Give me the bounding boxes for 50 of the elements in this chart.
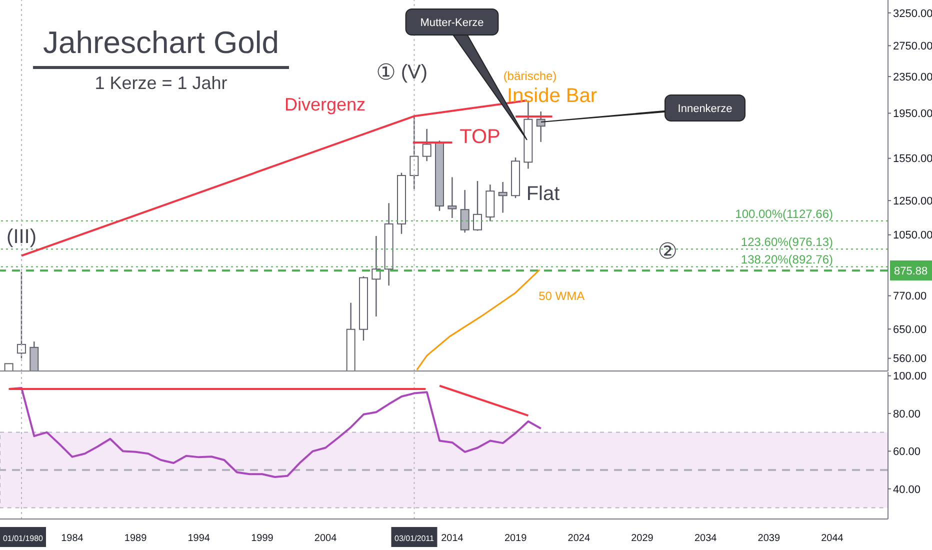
y-tick-label: 2350.00	[893, 71, 932, 84]
ref-line-label: 100.00%(1127.66)	[735, 206, 833, 221]
y-tick-label: 3250.00	[893, 8, 932, 20]
x-tick-label: 2024	[568, 533, 590, 544]
candlestick	[448, 177, 457, 218]
y-tick-label: 650.00	[893, 324, 927, 336]
x-tick-label: 2019	[504, 533, 528, 544]
y-tick-label: 100.00	[893, 370, 927, 383]
x-tick-label: 2044	[821, 533, 844, 544]
x-tick-label: 1989	[124, 533, 148, 544]
annotation: Flat	[526, 183, 560, 205]
x-tick-label: 2039	[758, 533, 780, 544]
annotation: Innenkerze	[678, 103, 732, 115]
annotation: Mutter-Kerze	[420, 17, 484, 29]
ref-line-label: 875.88	[894, 265, 928, 278]
annotation: TOP	[460, 126, 500, 148]
text: 1 Kerze = 1 Jahr	[94, 73, 228, 94]
y-tick-label: 1550.00	[893, 153, 932, 166]
annotation: (bärische)	[503, 69, 557, 84]
candlestick	[498, 182, 508, 213]
y-tick-label: 560.00	[893, 353, 927, 366]
x-tick-label: 2029	[631, 533, 654, 544]
y-tick-label: 2750.00	[893, 40, 932, 53]
y-tick-label: 1950.00	[893, 108, 932, 120]
ref-line-label: 138.20%(892.76)	[740, 252, 833, 267]
y-tick-label: 770.00	[893, 290, 927, 303]
y-tick-label: 1250.00	[893, 195, 932, 208]
x-tick-label: 1999	[251, 533, 274, 544]
y-tick-label: 80.00	[893, 408, 921, 420]
line-series	[416, 269, 540, 371]
series-label: 50 WMA	[538, 288, 585, 303]
text: Jahreschart Gold	[33, 22, 289, 69]
x-tick-label: 1984	[61, 533, 84, 544]
ref-line-label: 123.60%(976.13)	[740, 235, 833, 250]
x-tick-label: 2004	[314, 533, 338, 544]
annotation: (V)	[400, 62, 428, 84]
y-tick-label: 40.00	[893, 484, 921, 496]
candlestick	[372, 236, 381, 316]
annotation: Divergenz	[284, 94, 366, 114]
x-tick-label: 03/01/2011	[394, 534, 434, 543]
annotation: Inside Bar	[506, 85, 598, 107]
annotation: (III)	[6, 226, 37, 248]
y-tick-label: 1050.00	[893, 230, 932, 242]
x-tick-label: 1994	[188, 533, 210, 544]
y-tick-label: 60.00	[893, 446, 921, 458]
annotation: ①	[376, 60, 396, 85]
x-tick-label: 2034	[694, 533, 718, 544]
x-tick-label: 01/01/1980	[2, 534, 44, 543]
x-tick-label: 2014	[441, 533, 464, 544]
annotation: ②	[658, 238, 678, 264]
